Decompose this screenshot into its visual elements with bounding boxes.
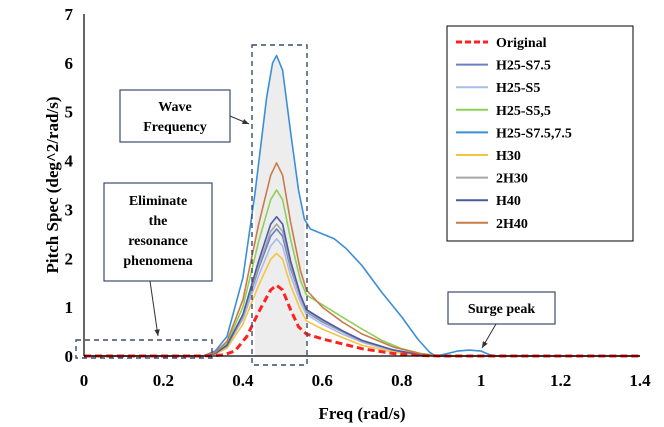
- callout-surge-peak: Surge peak: [447, 291, 556, 349]
- legend-box: [446, 25, 634, 242]
- callout-text: Wave: [158, 100, 191, 115]
- x-tick-label: 1: [477, 371, 486, 390]
- series-lines: [84, 54, 640, 358]
- series-line-8: [84, 216, 640, 357]
- y-axis-title: Pitch Spec (deg^2/rad/s): [43, 96, 62, 273]
- x-tick-label: 0.4: [232, 371, 254, 390]
- series-line-5: [84, 54, 640, 357]
- y-tick-label: 6: [65, 54, 74, 73]
- legend-label: H40: [496, 194, 521, 209]
- wave-frequency-box: [251, 44, 308, 366]
- legend-label: Original: [496, 36, 547, 51]
- legend-label: H30: [496, 149, 521, 164]
- callout-box: [447, 291, 556, 325]
- y-tick-label: 5: [65, 103, 74, 122]
- callout-text: resonance: [128, 234, 188, 249]
- callout-text: Eliminate: [129, 194, 187, 209]
- series-line-9: [84, 162, 640, 357]
- legend-label: 2H30: [496, 172, 528, 187]
- callout-box: [119, 89, 231, 143]
- y-tick-label: 4: [65, 152, 74, 171]
- resonance-box: [75, 339, 213, 359]
- axes: [83, 14, 640, 357]
- x-axis-title: Freq (rad/s): [318, 404, 405, 423]
- callout-pointer: [149, 280, 159, 337]
- callouts: Wave Frequency Eliminate the resonance phenom…: [103, 89, 556, 349]
- x-tick-label: 0.8: [391, 371, 412, 390]
- shaded-area: [254, 55, 307, 356]
- y-tick-label: 0: [65, 347, 74, 366]
- callout-text: the: [149, 214, 168, 229]
- x-tick-label: 1.2: [550, 371, 571, 390]
- callout-arrowhead: [242, 119, 249, 124]
- callout-text: phenomena: [123, 254, 192, 269]
- x-tick-labels: 0 0.2 0.4 0.6 0.8 1 1.2 1.4: [80, 371, 651, 390]
- x-tick-label: 0: [80, 371, 89, 390]
- legend-label: H25-S5: [496, 81, 540, 96]
- x-tick-label: 0.2: [153, 371, 174, 390]
- callout-arrowhead: [154, 329, 160, 336]
- legend-label: H25-S7.5,7.5: [496, 126, 572, 141]
- y-tick-labels: 0 1 2 3 4 5 6 7: [65, 5, 74, 366]
- callout-text: Frequency: [143, 120, 207, 135]
- y-tick-label: 3: [65, 200, 74, 219]
- callout-wave-frequency: Wave Frequency: [119, 89, 250, 143]
- x-tick-label: 0.6: [312, 371, 333, 390]
- series-line-4: [84, 189, 640, 357]
- legend-label: H25-S7.5: [496, 59, 551, 74]
- y-tick-label: 2: [65, 249, 74, 268]
- legend-label: 2H40: [496, 217, 528, 232]
- callout-resonance: Eliminate the resonance phenomena: [103, 182, 213, 337]
- wave-frequency-shaded-region: [254, 55, 307, 356]
- callout-box: [103, 182, 213, 282]
- y-tick-label: 1: [65, 298, 74, 317]
- series-line-1: [84, 283, 640, 358]
- x-tick-label: 1.4: [629, 371, 651, 390]
- dashed-highlight-boxes: [75, 44, 308, 366]
- callout-arrowhead: [482, 341, 488, 348]
- legend: Original H25-S7.5 H25-S5 H25-S5,5 H25-S7.5,7…: [446, 25, 634, 242]
- y-tick-label: 7: [65, 5, 74, 24]
- callout-text: Surge peak: [468, 302, 536, 317]
- legend-label: H25-S5,5: [496, 104, 551, 119]
